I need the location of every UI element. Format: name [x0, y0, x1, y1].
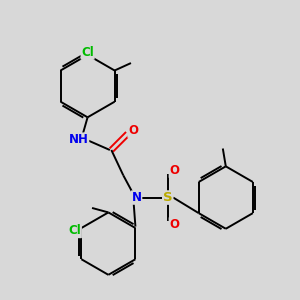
Text: N: N — [132, 191, 142, 204]
Text: Cl: Cl — [68, 224, 81, 238]
Text: O: O — [169, 164, 179, 177]
Text: O: O — [169, 218, 179, 231]
Text: NH: NH — [69, 133, 88, 146]
Text: Cl: Cl — [81, 46, 94, 59]
Text: S: S — [163, 191, 172, 204]
Text: O: O — [128, 124, 138, 137]
